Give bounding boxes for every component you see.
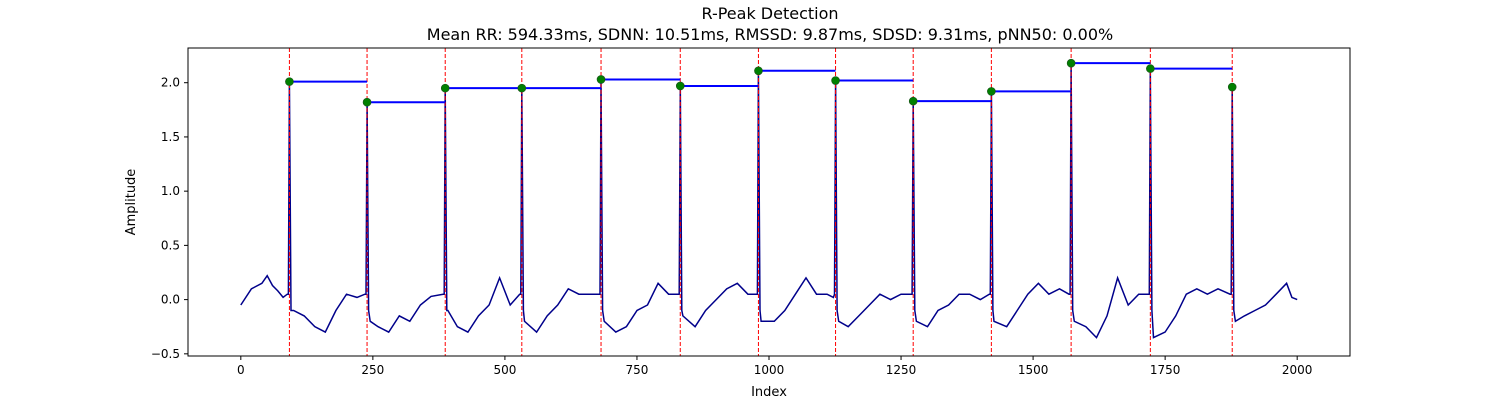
ecg-signal-line bbox=[240, 63, 1298, 339]
r-peak-point bbox=[831, 76, 840, 85]
r-peak-point bbox=[1066, 58, 1076, 68]
r-peak-point bbox=[987, 87, 996, 96]
y-tick-label: 0.0 bbox=[161, 293, 180, 307]
axes: 0 250 500 750 1000 1250 1500 1750 2000 −0.5 0.0 0.5… bbox=[151, 76, 1313, 377]
r-peak-point bbox=[596, 75, 606, 84]
y-tick-label: 2.0 bbox=[161, 76, 180, 90]
plot-area bbox=[240, 48, 1298, 356]
y-tick-label: 1.0 bbox=[161, 184, 180, 198]
x-tick-label: 1000 bbox=[754, 363, 785, 377]
y-tick-label: 0.5 bbox=[161, 238, 180, 252]
y-tick-label: 1.5 bbox=[161, 130, 180, 144]
y-tick-label: −0.5 bbox=[151, 347, 180, 361]
r-peak-point bbox=[517, 83, 527, 93]
r-peak-point bbox=[362, 97, 372, 107]
chart-subtitle: Mean RR: 594.33ms, SDNN: 10.51ms, RMSSD:… bbox=[427, 25, 1113, 44]
y-axis-label: Amplitude bbox=[124, 169, 139, 236]
x-axis-label: Index bbox=[751, 385, 787, 400]
x-tick-label: 1500 bbox=[1018, 363, 1049, 377]
r-peak-point bbox=[440, 83, 450, 93]
plot-frame bbox=[187, 47, 1351, 357]
r-peak-point bbox=[908, 96, 918, 106]
r-peak-point bbox=[285, 77, 294, 86]
r-peak-point bbox=[675, 81, 685, 91]
x-tick-label: 1250 bbox=[886, 363, 917, 377]
r-peak-point bbox=[754, 66, 763, 76]
x-tick-label: 0 bbox=[237, 363, 245, 377]
x-tick-label: 750 bbox=[626, 363, 649, 377]
x-tick-label: 2000 bbox=[1282, 363, 1313, 377]
x-tick-label: 250 bbox=[361, 363, 384, 377]
x-tick-label: 500 bbox=[493, 363, 516, 377]
r-peak-point bbox=[1227, 82, 1237, 92]
x-tick-label: 1750 bbox=[1150, 363, 1181, 377]
r-peak-point bbox=[1146, 64, 1155, 73]
chart-title: R-Peak Detection bbox=[701, 4, 838, 23]
